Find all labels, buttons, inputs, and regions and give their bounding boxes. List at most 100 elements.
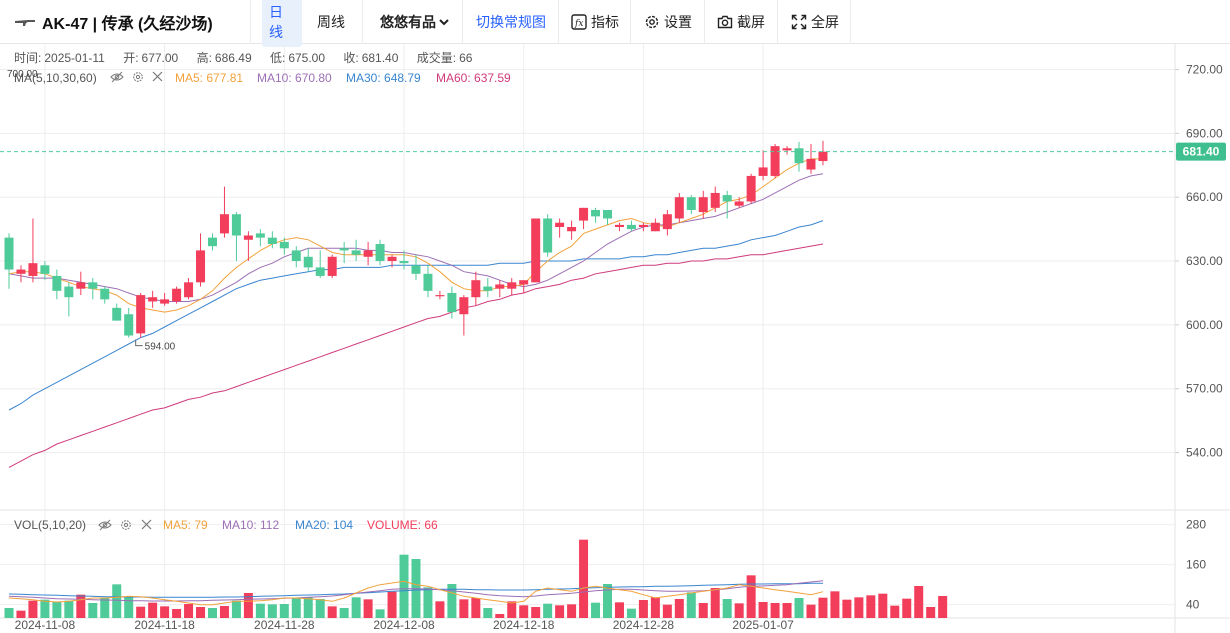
fullscreen-button[interactable]: 全屏 (791, 0, 839, 44)
settings-button[interactable]: 设置 (644, 0, 692, 44)
volume-bar (507, 601, 517, 618)
symbol-title-text: AK-47 | 传承 (久经沙场) (42, 16, 213, 33)
candle-body (614, 224, 624, 227)
current-price-tag (1176, 142, 1226, 161)
candle-body (734, 201, 744, 206)
settings-label: 设置 (664, 14, 692, 30)
high-value: 686.49 (215, 51, 252, 65)
daily-button[interactable]: 日线 (262, 0, 302, 47)
candle-body (579, 207, 589, 221)
svg-text:fx: fx (574, 19, 583, 29)
volume-bar (471, 598, 481, 618)
ma-legend-controls (110, 71, 163, 83)
chart-grid (0, 44, 1230, 633)
candle-body (291, 250, 301, 262)
switch-view-label: 切换常规图 (476, 14, 546, 30)
candle-body (543, 218, 553, 253)
price-tick-label: 600.00 (1186, 318, 1223, 332)
candle-body (351, 250, 361, 255)
close-icon[interactable] (141, 519, 152, 530)
kline-chart[interactable]: 时间: 2025-01-11 开: 677.00 高: 686.49 低: 675.00… (0, 44, 1230, 633)
candle-body (267, 237, 277, 245)
screenshot-label: 截屏 (737, 14, 765, 30)
volume-bar (375, 609, 385, 618)
gear-icon (645, 15, 659, 29)
volume-bar (818, 597, 828, 618)
candle-body (435, 295, 445, 297)
volume-bar (674, 599, 684, 618)
volume-bar (28, 600, 38, 618)
candle-body (531, 218, 541, 283)
volume-bar (243, 593, 253, 618)
candle-body (471, 280, 481, 298)
rifle-icon (15, 20, 35, 26)
volume-bar (16, 610, 26, 618)
candle-body (148, 297, 158, 302)
price-tick-label: 660.00 (1186, 190, 1223, 204)
vol-ma20-legend: MA20: 104 (295, 518, 353, 532)
volume-bar (626, 608, 636, 618)
close-icon[interactable] (152, 71, 163, 82)
volume-bar (291, 597, 301, 618)
price-pane: 700.00 594.00 (0, 69, 1175, 468)
min-price-label: 594.00 (145, 342, 176, 353)
candle-body (315, 267, 325, 276)
volume-bar (112, 584, 122, 618)
close-value: 681.40 (362, 51, 399, 65)
volume-bar (567, 604, 577, 618)
volume-bar (531, 607, 541, 618)
gear-icon[interactable] (133, 72, 143, 82)
time-label: 时间: (14, 51, 41, 65)
candle-body (674, 197, 684, 219)
vol-ma10-legend: MA10: 112 (222, 518, 279, 532)
candle-body (219, 214, 229, 234)
volume-bar (4, 608, 14, 618)
time-value: 2025-01-11 (44, 51, 105, 65)
candle-body (136, 295, 146, 334)
volume-bar (519, 605, 529, 618)
volume-bar (926, 607, 936, 618)
volume-bar (124, 597, 134, 618)
candle-body (16, 269, 26, 274)
volume-bar (351, 597, 361, 618)
volume-bar (64, 600, 74, 618)
weekly-button[interactable]: 周线 (317, 0, 345, 44)
source-dropdown[interactable]: 悠悠有品 (380, 0, 450, 44)
screenshot-button[interactable]: 截屏 (717, 0, 765, 44)
candle-body (818, 151, 828, 162)
price-tick-label: 690.00 (1186, 126, 1223, 140)
eye-off-icon[interactable] (98, 519, 112, 531)
ma10-line (8, 173, 824, 302)
candle-body (160, 299, 170, 304)
candle-body (375, 244, 385, 262)
indicator-button[interactable]: fx 指标 (571, 0, 619, 44)
candle-body (507, 282, 517, 289)
candle-body (243, 235, 253, 240)
vol-legend-label: VOL(5,10,20) (14, 518, 86, 532)
volume-bar (591, 602, 601, 618)
eye-off-icon[interactable] (110, 71, 124, 83)
volume-bar (938, 596, 948, 618)
fullscreen-icon (791, 14, 807, 30)
volume-bar (854, 597, 864, 618)
volume-bar (638, 600, 648, 618)
volume-bar (88, 603, 98, 618)
candle-body (686, 197, 696, 210)
volume-value: 66 (459, 51, 473, 65)
volume-bar (614, 602, 624, 618)
volume-bar (698, 603, 708, 618)
volume-bar (136, 606, 146, 618)
time-tick-label: 2024-11-08 (15, 618, 76, 632)
candle-body (184, 282, 194, 298)
separator (777, 0, 778, 44)
gear-icon[interactable] (121, 520, 131, 530)
time-tick-label: 2024-12-18 (493, 618, 555, 632)
candle-body (88, 282, 98, 289)
ma-legend-label: MA(5,10,30,60) (14, 71, 97, 85)
switch-view-button[interactable]: 切换常规图 (476, 0, 546, 44)
volume-bar (231, 600, 241, 618)
volume-bar (902, 598, 912, 618)
candle-body (638, 224, 648, 227)
volume-bar (543, 603, 553, 618)
time-tick-label: 2025-01-07 (732, 618, 794, 632)
